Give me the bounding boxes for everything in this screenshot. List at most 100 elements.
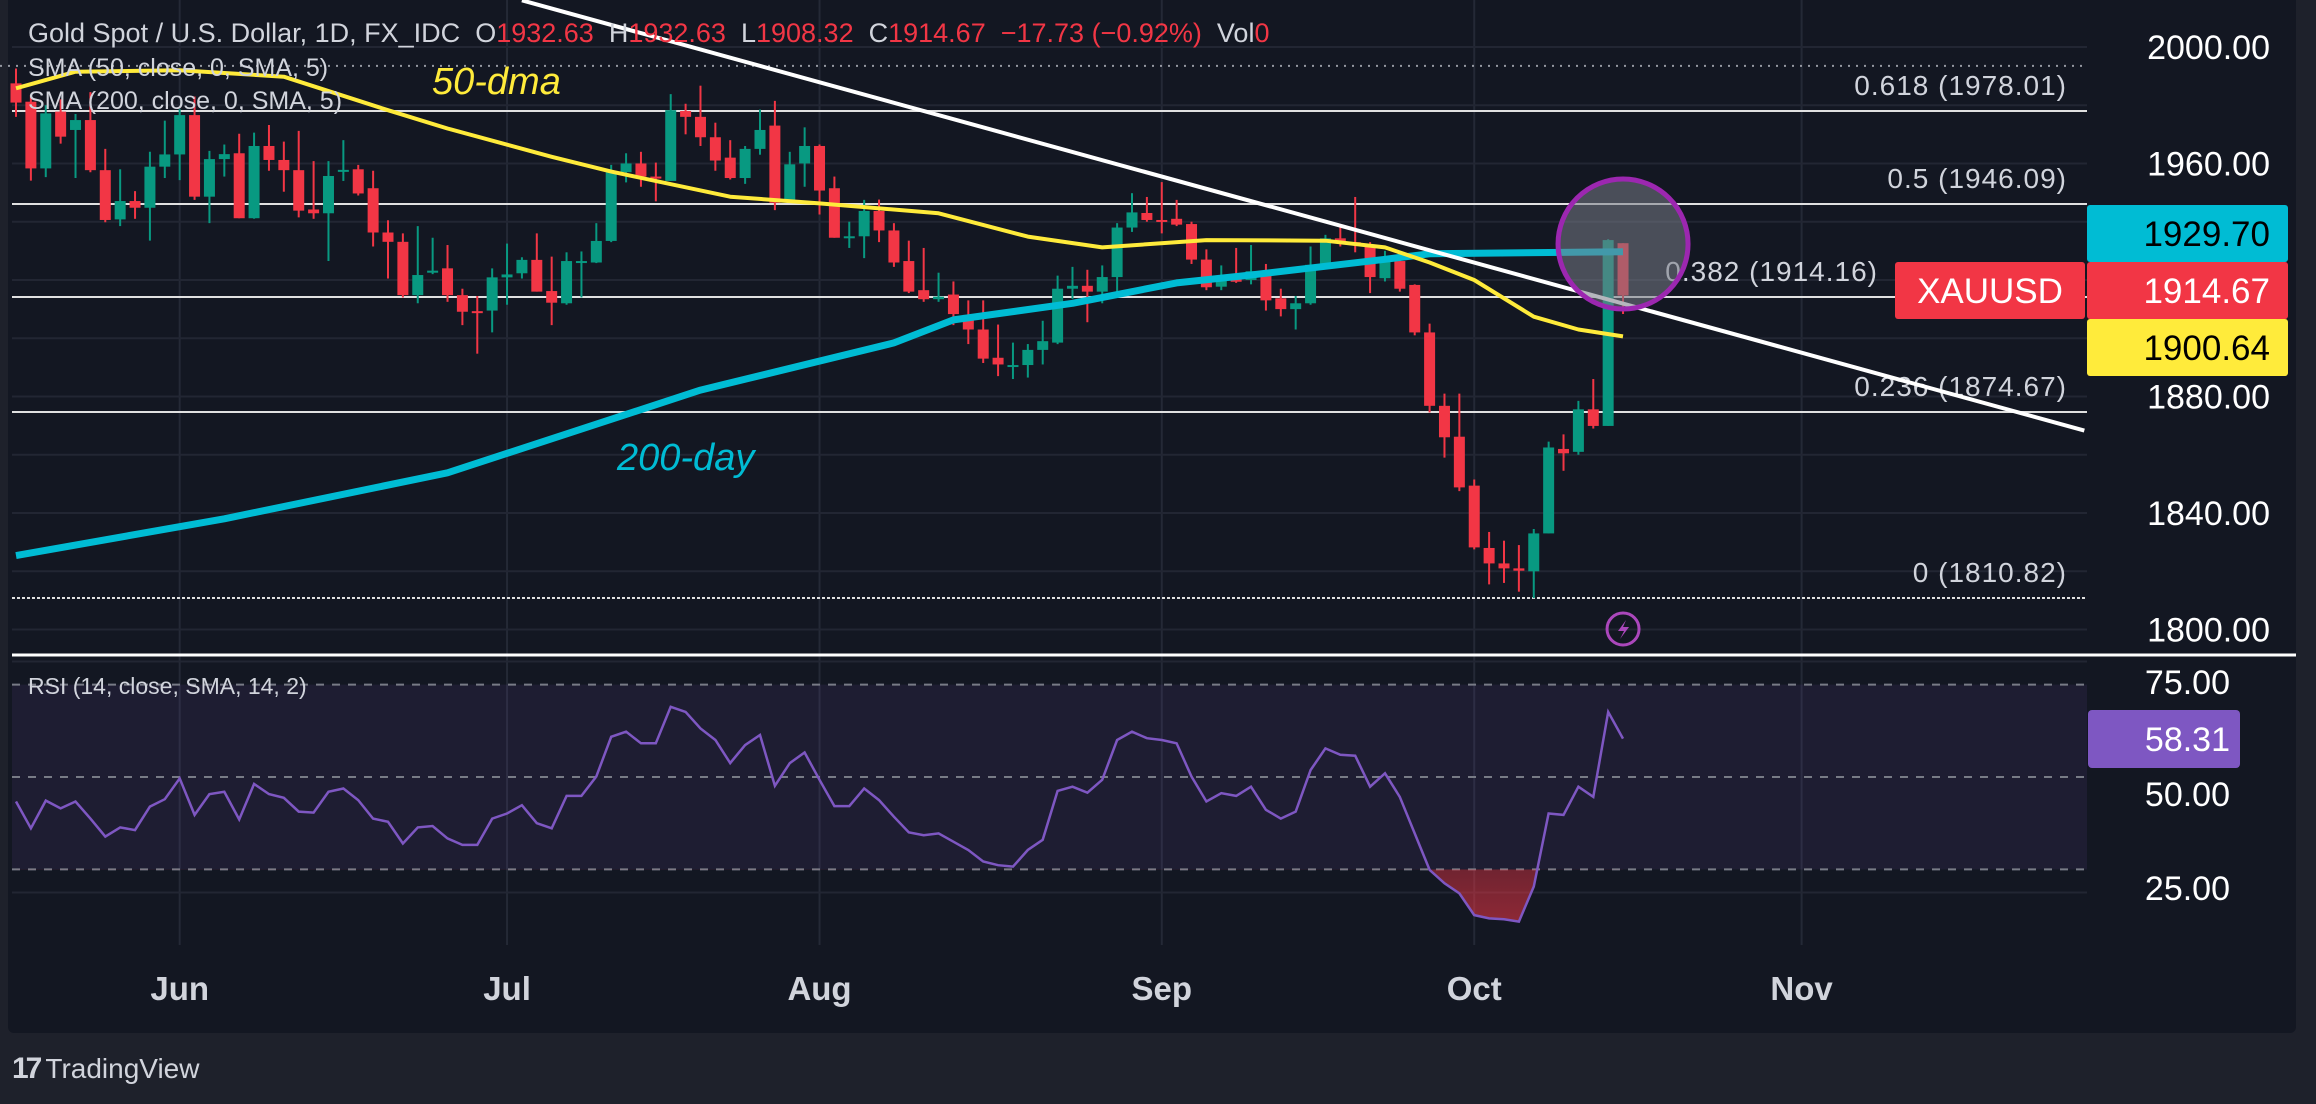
candle-body	[1379, 261, 1391, 279]
candle-body	[739, 148, 751, 179]
candle-body	[278, 159, 290, 171]
candle-body	[1409, 284, 1421, 333]
open-label: O	[475, 18, 497, 48]
highlight-circle	[1555, 176, 1691, 312]
sma200-legend[interactable]: SMA (200, close, 0, SMA, 5)	[28, 87, 343, 115]
candle-body	[1483, 547, 1495, 564]
symbol-tag-label: XAUUSD	[1917, 272, 2063, 311]
candle-body	[456, 295, 468, 312]
candle-body	[665, 110, 677, 181]
candle-body	[1066, 285, 1078, 289]
candle-body	[203, 159, 215, 197]
candle-body	[1290, 303, 1302, 310]
tradingview-branding[interactable]: 17 TradingView	[12, 1052, 199, 1086]
candle-body	[293, 170, 305, 211]
candle-body	[412, 275, 424, 296]
symbol-tag	[1895, 262, 2085, 319]
rsi-pane	[12, 660, 2087, 923]
candle-body	[1126, 212, 1138, 228]
candle-body	[1305, 264, 1317, 304]
close-label: C	[868, 18, 889, 48]
tradingview-logo-icon: 17	[12, 1052, 42, 1085]
candle-body	[828, 188, 840, 238]
candle-body	[99, 170, 111, 220]
moving-averages	[15, 68, 1624, 560]
candle-body	[1171, 218, 1183, 225]
rsi-legend[interactable]: RSI (14, close, SMA, 14, 2)	[28, 673, 307, 699]
x-tick-label-nov: Nov	[1770, 970, 1833, 1007]
candle-body	[590, 240, 602, 263]
event-marker-icon	[1605, 611, 1641, 647]
candle-body	[218, 154, 230, 160]
candle-body	[129, 201, 141, 208]
fibonacci-retracement[interactable]: 0.618 (1978.01) 0.5 (1946.09) 0.382 (1914.…	[0, 64, 2087, 600]
open-value: 1932.63	[496, 18, 594, 48]
candle-body	[888, 230, 900, 263]
candle-body	[114, 201, 126, 220]
rsi-oversold-fill	[1429, 869, 1538, 922]
sma50-legend[interactable]: SMA (50, close, 0, SMA, 5)	[28, 54, 329, 82]
candle-body	[10, 83, 22, 103]
candle-body	[84, 120, 96, 171]
candle-body	[918, 290, 930, 300]
candle-body	[694, 116, 706, 138]
sma50-annotation: 50-dma	[432, 61, 561, 103]
candle-body	[858, 210, 870, 237]
candle-body	[1081, 285, 1093, 292]
candle-body	[1558, 448, 1570, 454]
fib-level-label: 0.618 (1978.01)	[1854, 70, 2067, 101]
annotations: 50-dma 200-day	[432, 61, 1691, 647]
price-tag-label: 1914.67	[2143, 272, 2270, 311]
candle-body	[1007, 365, 1019, 368]
fib-level-label: 0.382 (1914.16)	[1665, 256, 1878, 287]
symbol-title[interactable]: Gold Spot / U.S. Dollar, 1D, FX_IDC	[28, 18, 461, 48]
x-tick-label-aug: Aug	[787, 970, 851, 1007]
low-value: 1908.32	[755, 18, 854, 48]
rsi-line	[14, 705, 1625, 923]
candle-body	[962, 314, 974, 330]
fib-level-label: 0 (1810.82)	[1913, 557, 2067, 588]
candle-body	[799, 145, 811, 164]
x-tick-label-sep: Sep	[1131, 970, 1192, 1007]
candle-body	[814, 145, 826, 191]
candle-body	[1587, 409, 1599, 426]
high-value: 1932.63	[628, 18, 726, 48]
candle-body	[1424, 332, 1436, 406]
candle-body	[1037, 341, 1049, 350]
candle-body	[367, 188, 379, 233]
rsi-value-tag	[2088, 710, 2240, 768]
candle-body	[382, 232, 394, 242]
price-tags: 58.31 1929.70 1914.67 XAUUSD 1900.64	[1895, 205, 2288, 768]
candle-body	[531, 259, 543, 292]
candle-body	[605, 172, 617, 241]
candle-body	[1052, 288, 1064, 343]
candle-body	[561, 261, 573, 304]
candle-body	[1498, 563, 1510, 569]
candle-body	[1438, 405, 1450, 438]
price-tag	[2087, 205, 2288, 262]
candle-body	[427, 270, 439, 273]
trendline-line	[521, 0, 2085, 433]
price-tag-label: 1929.70	[2143, 215, 2270, 254]
candle-body	[322, 175, 334, 214]
candle-body	[233, 153, 245, 219]
candle-body	[442, 268, 454, 296]
trendline[interactable]	[521, 0, 2085, 433]
candle-body	[1215, 277, 1227, 287]
axes: Jun Jul Aug Sep Oct Nov 2000.00 1960.00 1880.00 1…	[12, 29, 2296, 1007]
y-tick-label: 1960.00	[2147, 145, 2270, 183]
low-label: L	[740, 18, 756, 48]
candle-body	[724, 157, 736, 179]
candle-body	[1468, 485, 1480, 548]
rsi-value-label: 58.31	[2145, 721, 2230, 759]
candle-body	[159, 154, 171, 167]
rsi-tick-label: 50.00	[2145, 776, 2230, 814]
candle-body	[1096, 277, 1108, 292]
candle-body	[575, 261, 587, 264]
candle-body	[337, 169, 349, 172]
y-tick-label: 2000.00	[2147, 29, 2270, 67]
price-tag-label: 1900.64	[2143, 329, 2270, 368]
candle-body	[263, 145, 275, 160]
candle-body	[977, 329, 989, 359]
